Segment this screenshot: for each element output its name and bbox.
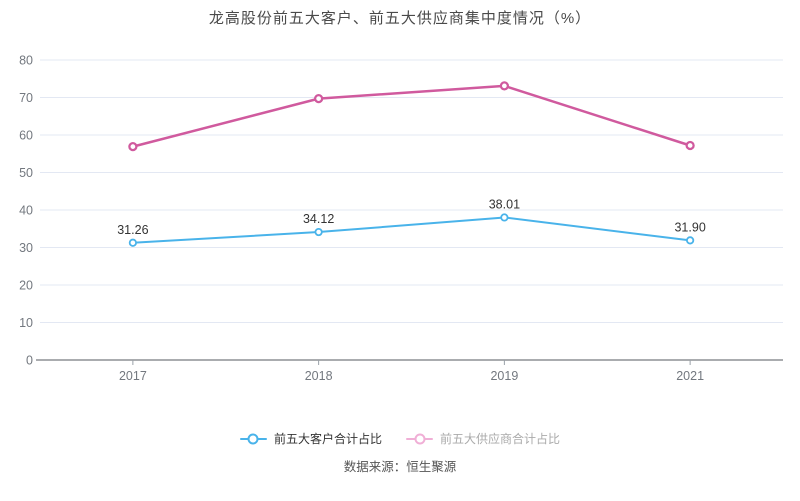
- legend: 前五大客户合计占比 前五大供应商合计占比: [0, 430, 800, 447]
- y-axis-label: 70: [19, 91, 33, 105]
- data-point-label: 38.01: [489, 197, 520, 211]
- legend-item-customers[interactable]: 前五大客户合计占比: [239, 430, 382, 447]
- y-axis-label: 40: [19, 204, 33, 218]
- data-point[interactable]: [499, 81, 509, 91]
- y-axis-label: 20: [19, 279, 33, 293]
- y-axis-label: 0: [26, 354, 33, 368]
- y-axis-label: 60: [19, 129, 33, 143]
- y-axis-label: 10: [19, 316, 33, 330]
- data-point[interactable]: [314, 94, 324, 104]
- x-axis-label: 2017: [119, 369, 147, 383]
- x-axis-label: 2018: [305, 369, 333, 383]
- x-axis-label: 2021: [676, 369, 704, 383]
- y-axis-label: 50: [19, 166, 33, 180]
- data-point[interactable]: [128, 142, 138, 152]
- y-axis-label: 80: [19, 54, 33, 68]
- y-axis-label: 30: [19, 241, 33, 255]
- data-point[interactable]: [686, 236, 695, 245]
- data-point[interactable]: [500, 213, 509, 222]
- series-line[interactable]: [131, 216, 692, 244]
- data-point[interactable]: [685, 140, 695, 151]
- chart-title: 龙高股份前五大客户、前五大供应商集中度情况（%）: [208, 10, 592, 27]
- data-point[interactable]: [314, 227, 323, 237]
- data-source-note: 数据来源：恒生聚源: [343, 460, 457, 474]
- data-point-label: 31.90: [674, 220, 705, 234]
- legend-line-marker-icon: [406, 433, 433, 444]
- x-axis-label: 2019: [490, 369, 518, 383]
- series-line[interactable]: [131, 84, 692, 148]
- legend-item-suppliers[interactable]: 前五大供应商合计占比: [406, 430, 560, 447]
- data-point-label: 31.26: [117, 223, 148, 237]
- line-chart[interactable]: 0 10 20 30 40 50 60 70 80 2017 2018 2019 2021 31.26 34…: [0, 0, 800, 400]
- legend-label-suppliers: 前五大供应商合计占比: [440, 432, 561, 446]
- data-point-label: 34.12: [303, 212, 334, 226]
- legend-label-customers: 前五大客户合计占比: [273, 432, 382, 446]
- data-point[interactable]: [128, 238, 137, 247]
- legend-line-marker-icon: [239, 433, 267, 444]
